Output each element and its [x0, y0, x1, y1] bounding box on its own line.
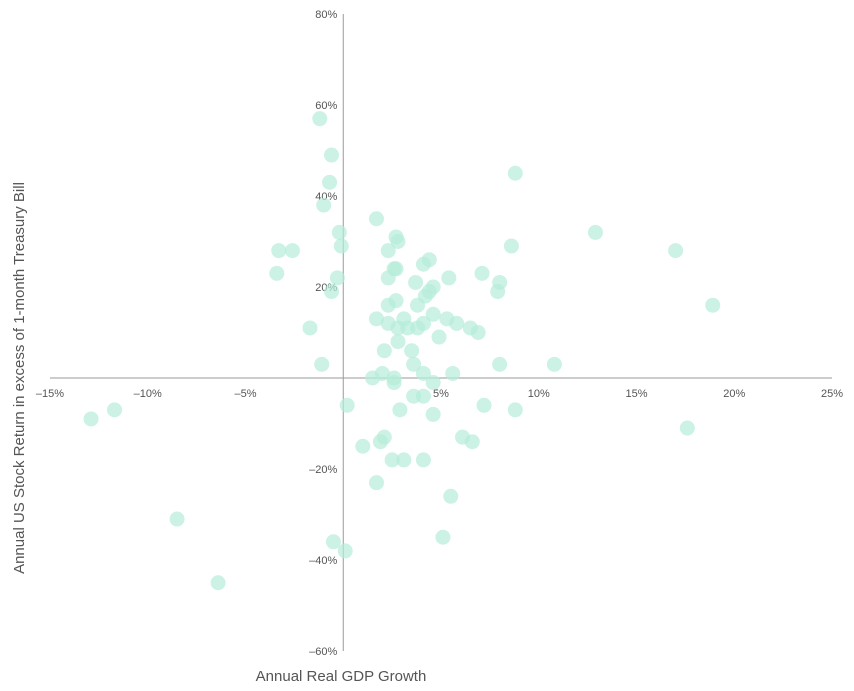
- data-point: [415, 452, 431, 468]
- data-point: [269, 265, 285, 281]
- x-tick-label: 15%: [625, 388, 647, 400]
- data-point: [368, 475, 384, 491]
- data-point: [396, 452, 412, 468]
- data-point: [337, 543, 353, 559]
- x-tick-label: –15%: [36, 388, 64, 400]
- data-point: [374, 365, 390, 381]
- data-point: [316, 197, 332, 213]
- data-point: [705, 297, 721, 313]
- data-point: [415, 315, 431, 331]
- data-point: [390, 234, 406, 249]
- data-point: [329, 270, 345, 286]
- data-point: [314, 356, 330, 372]
- data-point: [546, 356, 562, 372]
- data-point: [312, 111, 328, 127]
- data-point: [169, 511, 185, 527]
- data-point: [415, 365, 431, 381]
- x-tick-label: 5%: [433, 388, 449, 400]
- data-point: [302, 320, 318, 336]
- data-point: [507, 402, 523, 418]
- data-point: [368, 311, 384, 327]
- data-point: [376, 343, 392, 359]
- data-point: [425, 375, 441, 391]
- data-point: [443, 488, 459, 504]
- data-point: [470, 325, 486, 340]
- data-point: [476, 397, 492, 413]
- data-point: [271, 243, 287, 259]
- data-points: [83, 111, 721, 591]
- data-point: [331, 224, 347, 240]
- data-point: [284, 243, 300, 259]
- data-point: [107, 402, 123, 418]
- x-tick-label: 20%: [723, 388, 745, 400]
- data-point: [380, 297, 396, 313]
- x-tick-label: –10%: [134, 388, 162, 400]
- data-point: [441, 270, 457, 286]
- y-tick-label: 60%: [315, 100, 337, 112]
- data-point: [392, 402, 408, 418]
- data-point: [368, 211, 384, 227]
- data-point: [445, 365, 461, 381]
- data-point: [507, 165, 523, 181]
- data-point: [406, 356, 422, 372]
- data-point: [210, 575, 226, 591]
- data-point: [587, 224, 603, 240]
- data-point: [415, 388, 431, 404]
- data-point: [390, 334, 406, 350]
- data-point: [410, 297, 426, 313]
- data-point: [380, 243, 396, 259]
- data-point: [355, 438, 371, 454]
- data-point: [464, 434, 480, 450]
- data-point: [435, 529, 451, 545]
- data-point: [503, 238, 519, 254]
- data-point: [324, 147, 340, 163]
- y-tick-label: –20%: [309, 464, 337, 476]
- y-tick-label: –40%: [309, 555, 337, 567]
- data-point: [384, 452, 400, 468]
- x-tick-label: 10%: [528, 388, 550, 400]
- data-point: [380, 270, 396, 286]
- data-point: [83, 411, 99, 427]
- x-tick-label: –5%: [234, 388, 256, 400]
- x-axis-title: Annual Real GDP Growth: [256, 668, 427, 685]
- data-point: [386, 375, 402, 391]
- y-axis-title: Annual US Stock Return in excess of 1-mo…: [11, 182, 28, 574]
- y-tick-label: –60%: [309, 646, 337, 658]
- data-point: [408, 274, 424, 290]
- data-point: [339, 397, 355, 413]
- data-point: [404, 343, 420, 359]
- data-point: [415, 256, 431, 272]
- data-point: [333, 238, 349, 254]
- data-point: [679, 420, 695, 436]
- data-point: [490, 284, 506, 300]
- data-point: [425, 406, 441, 422]
- data-point: [325, 534, 341, 550]
- data-point: [322, 174, 338, 190]
- data-point: [324, 284, 340, 300]
- data-point: [474, 265, 490, 281]
- y-tick-label: 80%: [315, 9, 337, 21]
- data-point: [668, 243, 684, 259]
- data-point: [431, 329, 447, 345]
- data-point: [492, 356, 508, 372]
- data-point: [425, 306, 441, 322]
- data-point: [449, 315, 465, 331]
- data-point: [376, 429, 392, 445]
- x-tick-label: 25%: [821, 388, 843, 400]
